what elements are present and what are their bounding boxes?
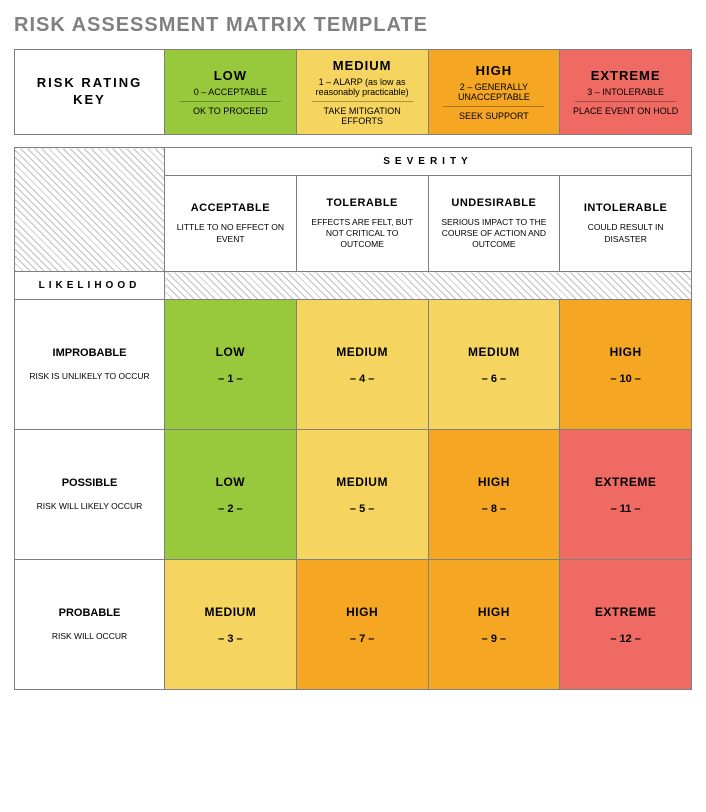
divider bbox=[575, 101, 676, 102]
cell-level: LOW bbox=[165, 475, 296, 489]
cell-score: – 11 – bbox=[560, 503, 691, 515]
page-title: RISK ASSESSMENT MATRIX TEMPLATE bbox=[14, 14, 692, 37]
key-level-medium: MEDIUM 1 – ALARP (as low as reasonably p… bbox=[296, 50, 428, 135]
cell-score: – 4 – bbox=[297, 373, 428, 385]
matrix-row: PROBABLE RISK WILL OCCUR MEDIUM – 3 – HI… bbox=[15, 560, 692, 690]
cell-level: HIGH bbox=[297, 605, 428, 619]
severity-col-intolerable: INTOLERABLE COULD RESULT IN DISASTER bbox=[560, 176, 692, 272]
divider bbox=[443, 106, 544, 107]
severity-name: INTOLERABLE bbox=[564, 202, 687, 214]
cell-level: HIGH bbox=[429, 475, 560, 489]
key-level-num: 3 – INTOLERABLE bbox=[566, 87, 685, 97]
cell-level: EXTREME bbox=[560, 475, 691, 489]
severity-desc: EFFECTS ARE FELT, BUT NOT CRITICAL TO OU… bbox=[301, 217, 424, 250]
key-level-num: 2 – GENERALLY UNACCEPTABLE bbox=[435, 82, 554, 102]
matrix-cell: MEDIUM – 4 – bbox=[296, 300, 428, 430]
matrix-cell: HIGH – 9 – bbox=[428, 560, 560, 690]
risk-matrix-table: SEVERITY ACCEPTABLE LITTLE TO NO EFFECT … bbox=[14, 147, 692, 690]
cell-level: MEDIUM bbox=[165, 605, 296, 619]
key-level-name: HIGH bbox=[435, 63, 554, 78]
key-level-num: 0 – ACCEPTABLE bbox=[171, 87, 290, 97]
matrix-cell: LOW – 2 – bbox=[165, 430, 297, 560]
divider bbox=[180, 101, 281, 102]
key-level-action: PLACE EVENT ON HOLD bbox=[566, 106, 685, 116]
severity-desc: COULD RESULT IN DISASTER bbox=[564, 222, 687, 244]
severity-name: ACCEPTABLE bbox=[169, 202, 292, 214]
likelihood-name: IMPROBABLE bbox=[19, 347, 160, 359]
severity-name: TOLERABLE bbox=[301, 197, 424, 209]
cell-level: MEDIUM bbox=[297, 345, 428, 359]
cell-level: EXTREME bbox=[560, 605, 691, 619]
likelihood-desc: RISK WILL LIKELY OCCUR bbox=[19, 501, 160, 512]
cell-level: MEDIUM bbox=[429, 345, 560, 359]
severity-col-tolerable: TOLERABLE EFFECTS ARE FELT, BUT NOT CRIT… bbox=[296, 176, 428, 272]
likelihood-desc: RISK WILL OCCUR bbox=[19, 631, 160, 642]
cell-level: MEDIUM bbox=[297, 475, 428, 489]
severity-desc: SERIOUS IMPACT TO THE COURSE OF ACTION A… bbox=[433, 217, 556, 250]
hatch-cell bbox=[165, 272, 692, 300]
severity-desc: LITTLE TO NO EFFECT ON EVENT bbox=[169, 222, 292, 244]
key-level-extreme: EXTREME 3 – INTOLERABLE PLACE EVENT ON H… bbox=[560, 50, 692, 135]
key-level-action: TAKE MITIGATION EFFORTS bbox=[303, 106, 422, 126]
risk-rating-key-label-cell: RISK RATING KEY bbox=[15, 50, 165, 135]
key-label-line2: KEY bbox=[73, 92, 106, 107]
severity-col-undesirable: UNDESIRABLE SERIOUS IMPACT TO THE COURSE… bbox=[428, 176, 560, 272]
matrix-cell: HIGH – 10 – bbox=[560, 300, 692, 430]
matrix-row: IMPROBABLE RISK IS UNLIKELY TO OCCUR LOW… bbox=[15, 300, 692, 430]
cell-score: – 12 – bbox=[560, 633, 691, 645]
cell-level: LOW bbox=[165, 345, 296, 359]
severity-header: SEVERITY bbox=[165, 148, 692, 176]
matrix-cell: EXTREME – 11 – bbox=[560, 430, 692, 560]
severity-col-acceptable: ACCEPTABLE LITTLE TO NO EFFECT ON EVENT bbox=[165, 176, 297, 272]
matrix-cell: LOW – 1 – bbox=[165, 300, 297, 430]
matrix-cell: EXTREME – 12 – bbox=[560, 560, 692, 690]
cell-score: – 7 – bbox=[297, 633, 428, 645]
likelihood-name: PROBABLE bbox=[19, 607, 160, 619]
cell-score: – 8 – bbox=[429, 503, 560, 515]
cell-score: – 9 – bbox=[429, 633, 560, 645]
likelihood-col-possible: POSSIBLE RISK WILL LIKELY OCCUR bbox=[15, 430, 165, 560]
key-level-low: LOW 0 – ACCEPTABLE OK TO PROCEED bbox=[165, 50, 297, 135]
likelihood-col-improbable: IMPROBABLE RISK IS UNLIKELY TO OCCUR bbox=[15, 300, 165, 430]
likelihood-name: POSSIBLE bbox=[19, 477, 160, 489]
divider bbox=[312, 101, 413, 102]
hatch-cell bbox=[15, 148, 165, 272]
key-level-num: 1 – ALARP (as low as reasonably practica… bbox=[303, 77, 422, 97]
matrix-cell: MEDIUM – 5 – bbox=[296, 430, 428, 560]
cell-level: HIGH bbox=[429, 605, 560, 619]
severity-name: UNDESIRABLE bbox=[433, 197, 556, 209]
cell-score: – 1 – bbox=[165, 373, 296, 385]
matrix-cell: HIGH – 7 – bbox=[296, 560, 428, 690]
cell-score: – 2 – bbox=[165, 503, 296, 515]
cell-score: – 6 – bbox=[429, 373, 560, 385]
matrix-cell: MEDIUM – 3 – bbox=[165, 560, 297, 690]
matrix-row: POSSIBLE RISK WILL LIKELY OCCUR LOW – 2 … bbox=[15, 430, 692, 560]
matrix-cell: MEDIUM – 6 – bbox=[428, 300, 560, 430]
key-level-high: HIGH 2 – GENERALLY UNACCEPTABLE SEEK SUP… bbox=[428, 50, 560, 135]
cell-level: HIGH bbox=[560, 345, 691, 359]
likelihood-desc: RISK IS UNLIKELY TO OCCUR bbox=[19, 371, 160, 382]
cell-score: – 3 – bbox=[165, 633, 296, 645]
matrix-cell: HIGH – 8 – bbox=[428, 430, 560, 560]
cell-score: – 5 – bbox=[297, 503, 428, 515]
key-level-action: OK TO PROCEED bbox=[171, 106, 290, 116]
key-level-name: LOW bbox=[171, 68, 290, 83]
key-level-name: MEDIUM bbox=[303, 58, 422, 73]
key-level-action: SEEK SUPPORT bbox=[435, 111, 554, 121]
key-level-name: EXTREME bbox=[566, 68, 685, 83]
likelihood-header: LIKELIHOOD bbox=[15, 272, 165, 300]
key-label-line1: RISK RATING bbox=[37, 75, 143, 90]
cell-score: – 10 – bbox=[560, 373, 691, 385]
risk-rating-key-table: RISK RATING KEY LOW 0 – ACCEPTABLE OK TO… bbox=[14, 49, 692, 135]
likelihood-col-probable: PROBABLE RISK WILL OCCUR bbox=[15, 560, 165, 690]
